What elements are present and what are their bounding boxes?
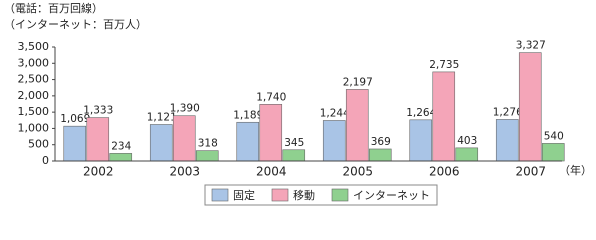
value-label: 1,189 [233, 109, 263, 121]
bar [518, 52, 542, 162]
value-label: 1,333 [83, 105, 113, 117]
bar [149, 124, 173, 162]
y-tick-label: 1,500 [18, 105, 50, 118]
value-label: 1,390 [170, 103, 200, 115]
bar [195, 150, 219, 162]
value-label: 2,197 [343, 76, 373, 88]
bar [322, 120, 346, 162]
value-label: 369 [371, 136, 391, 148]
x-tick-label: 2004 [256, 165, 287, 179]
bar [495, 119, 519, 162]
value-label: 1,244 [320, 107, 350, 119]
bar [63, 125, 87, 162]
legend-swatch [331, 188, 349, 202]
value-label: 1,276 [493, 106, 523, 118]
value-label: 234 [111, 140, 131, 152]
value-label: 1,069 [60, 113, 90, 125]
legend-label: 移動 [293, 188, 315, 202]
bar [409, 119, 433, 162]
y-tick-label: 3,000 [18, 56, 50, 69]
bar [109, 153, 133, 162]
x-unit-label: （年） [559, 163, 592, 177]
x-tick-label: 2002 [83, 165, 114, 179]
bar [345, 89, 369, 162]
x-tick-label: 2007 [515, 165, 546, 179]
y-tick-label: 1,000 [18, 121, 50, 134]
chart: （電話：百万回線） （インターネット：百万人） （年） 0 500 1,000 1,5… [4, 1, 592, 206]
legend-swatch [271, 188, 289, 202]
bar [259, 104, 283, 162]
value-label: 318 [198, 138, 218, 150]
x-tick-label: 2006 [429, 165, 460, 179]
x-tick-label: 2003 [169, 165, 200, 179]
bar [86, 117, 110, 162]
legend-swatch [211, 188, 229, 202]
value-label: 1,740 [256, 91, 286, 103]
value-label: 2,735 [429, 59, 459, 71]
y-tick-label: 2,500 [18, 73, 50, 86]
value-label: 3,327 [516, 40, 546, 52]
value-label: 345 [284, 137, 304, 149]
y-tick-label: 3,500 [18, 40, 50, 53]
bar [432, 71, 456, 162]
bar [236, 121, 260, 162]
value-label: 403 [457, 135, 477, 147]
value-label: 1,121 [147, 111, 177, 123]
legend-label: インターネット [353, 189, 430, 202]
y-unit-label: （インターネット：百万人） [4, 18, 147, 31]
y-tick-label: 2,000 [18, 89, 50, 102]
legend-label: 固定 [233, 188, 255, 202]
bar [172, 115, 196, 162]
bar [455, 147, 479, 162]
x-tick-label: 2005 [342, 165, 373, 179]
bar [541, 143, 565, 162]
value-label: 540 [544, 130, 564, 142]
bar [368, 148, 392, 162]
bar [282, 149, 306, 162]
y-tick-label: 500 [28, 138, 49, 151]
legend-box [204, 184, 438, 206]
value-label: 1,264 [406, 107, 436, 119]
y-tick-label: 0 [42, 154, 49, 167]
y-unit-label: （電話：百万回線） [4, 1, 103, 15]
